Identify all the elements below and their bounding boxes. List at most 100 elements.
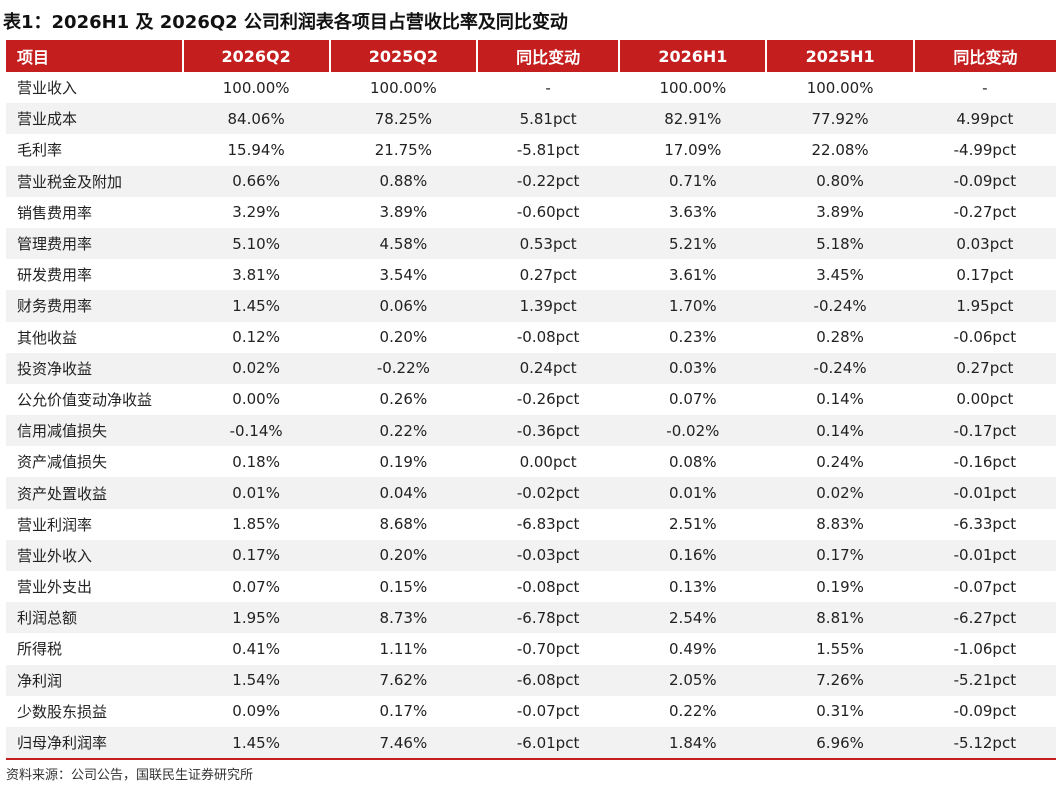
- row-label: 少数股东损益: [17, 702, 108, 721]
- cell-yoy-h1: -0.01pct: [913, 477, 1056, 509]
- cell-2025h1: 8.83%: [816, 515, 864, 534]
- row-label: 资产减值损失: [17, 453, 108, 472]
- cell-yoy-h1: -0.17pct: [913, 415, 1056, 447]
- row-label: 其他收益: [17, 328, 78, 347]
- table-row: 资产处置收益 0.01% 0.04% -0.02pct 0.01% 0.02% -0.01p…: [6, 477, 1056, 509]
- row-label: 公允价值变动净收益: [17, 390, 153, 409]
- table-row: 营业收入 100.00% 100.00% - 100.00% 100.00% -: [6, 72, 1056, 103]
- row-label: 归母净利润率: [6, 726, 183, 761]
- cell-2025q2: 0.04%: [329, 477, 477, 509]
- table-title: 表1：2026H1 及 2026Q2 公司利润表各项目占营收比率及同比变动: [3, 12, 568, 33]
- cell-yoy-h1: -6.33pct: [953, 515, 1017, 534]
- cell-2025h1: 8.81%: [766, 602, 914, 634]
- cell-2026h1: 0.22%: [669, 702, 717, 721]
- header-yoy-h1: 同比变动: [913, 40, 1056, 72]
- table-row: 信用减值损失 -0.14% 0.22% -0.36pct -0.02% 0.14% -0.1…: [6, 415, 1056, 447]
- row-label: 营业外支出: [17, 578, 93, 597]
- cell-2026q2: -0.14%: [182, 415, 330, 447]
- row-label: 营业成本: [6, 103, 183, 135]
- row-label: 利润总额: [6, 602, 183, 634]
- cell-2026q2: 0.17%: [182, 539, 330, 571]
- cell-yoy-q2: -5.81pct: [516, 140, 580, 159]
- cell-2025h1: 0.19%: [816, 577, 864, 596]
- cell-2026q2: 0.07%: [232, 577, 280, 596]
- cell-2025q2: 0.88%: [329, 165, 477, 197]
- table-row: 销售费用率 3.29% 3.89% -0.60pct 3.63% 3.89% -0.27pc…: [6, 197, 1056, 228]
- table-row: 其他收益 0.12% 0.20% -0.08pct 0.23% 0.28% -0.06pct: [6, 322, 1056, 353]
- cell-yoy-h1: -5.12pct: [913, 726, 1056, 761]
- cell-2025h1: 7.26%: [766, 664, 914, 696]
- source-note: 资料来源：公司公告，国联民生证券研究所: [6, 768, 254, 783]
- cell-2026q2: 0.09%: [232, 702, 280, 721]
- cell-2025h1: 0.28%: [816, 328, 864, 347]
- cell-2025q2: 4.58%: [329, 227, 477, 260]
- cell-yoy-h1: -0.09pct: [913, 165, 1056, 197]
- cell-2025q2: 0.22%: [329, 415, 477, 447]
- cell-2026q2: 1.95%: [182, 602, 330, 634]
- cell-2025h1: 0.31%: [816, 702, 864, 721]
- cell-yoy-h1: -5.21pct: [913, 664, 1056, 696]
- cell-2025q2: 78.25%: [329, 103, 477, 135]
- row-label: 毛利率: [17, 141, 63, 160]
- cell-2025q2: 100.00%: [370, 78, 437, 97]
- cell-2026q2: 0.01%: [182, 477, 330, 509]
- cell-yoy-q2: 0.24pct: [477, 352, 620, 384]
- cell-2025h1: 3.89%: [816, 203, 864, 222]
- cell-yoy-q2: 0.53pct: [477, 227, 620, 260]
- table-row: 营业成本 84.06% 78.25% 5.81pct 82.91% 77.92% 4.99p…: [6, 103, 1056, 135]
- cell-2025h1: 0.14%: [766, 415, 914, 447]
- row-label: 所得税: [17, 640, 63, 659]
- cell-2025q2: -0.22%: [329, 352, 477, 384]
- cell-yoy-q2: -0.02pct: [477, 477, 620, 509]
- table-row: 利润总额 1.95% 8.73% -6.78pct 2.54% 8.81% -6.27pct: [6, 602, 1056, 634]
- cell-2025q2: 21.75%: [374, 140, 432, 159]
- cell-2026h1: 17.09%: [664, 140, 722, 159]
- header-2025h1: 2025H1: [766, 40, 915, 72]
- cell-yoy-q2: -0.26pct: [516, 390, 580, 409]
- cell-yoy-h1: -1.06pct: [953, 639, 1017, 658]
- cell-yoy-h1: 4.99pct: [913, 103, 1056, 135]
- cell-2026q2: 0.12%: [232, 328, 280, 347]
- cell-yoy-q2: -0.60pct: [516, 203, 580, 222]
- cell-2026h1: 0.71%: [619, 165, 767, 197]
- cell-yoy-h1: -4.99pct: [953, 140, 1017, 159]
- cell-2025q2: 0.06%: [329, 290, 477, 322]
- cell-2026h1: 3.63%: [669, 203, 717, 222]
- header-row: 项目 2026Q2 2025Q2 同比变动 2026H1 2025H1 同比变动: [6, 40, 1056, 72]
- table-row: 研发费用率 3.81% 3.54% 0.27pct 3.61% 3.45% 0.17pct: [6, 259, 1056, 290]
- cell-2025h1: 22.08%: [811, 140, 869, 159]
- cell-2026h1: 100.00%: [659, 78, 727, 97]
- cell-yoy-q2: -0.36pct: [477, 415, 620, 447]
- table-row: 营业外收入 0.17% 0.20% -0.03pct 0.16% 0.17% -0.01pc…: [6, 539, 1056, 571]
- cell-2026h1: 3.61%: [669, 265, 717, 284]
- table-row: 所得税 0.41% 1.11% -0.70pct 0.49% 1.55% -1.06pct: [6, 633, 1056, 664]
- cell-2025q2: 1.11%: [379, 639, 428, 658]
- cell-2026q2: 1.45%: [182, 290, 330, 322]
- cell-yoy-q2: -0.70pct: [516, 639, 580, 658]
- cell-2026h1: 82.91%: [619, 103, 767, 135]
- table-row: 财务费用率 1.45% 0.06% 1.39pct 1.70% -0.24% 1.95pct: [6, 290, 1056, 322]
- cell-yoy-q2: -0.03pct: [477, 539, 620, 571]
- income-statement-table: 项目 2026Q2 2025Q2 同比变动 2026H1 2025H1 同比变动…: [6, 40, 1056, 761]
- cell-yoy-h1: -: [982, 78, 988, 97]
- cell-2025q2: 0.20%: [329, 539, 477, 571]
- cell-2026q2: 0.02%: [182, 352, 330, 384]
- cell-2026h1: 0.08%: [669, 452, 717, 471]
- cell-yoy-q2: -0.22pct: [477, 165, 620, 197]
- row-label: 营业收入: [17, 79, 78, 98]
- row-label: 信用减值损失: [6, 415, 183, 447]
- table-row: 资产减值损失 0.18% 0.19% 0.00pct 0.08% 0.24% -0.16pc…: [6, 446, 1056, 477]
- cell-2026q2: 3.81%: [232, 265, 280, 284]
- cell-2025q2: 0.19%: [379, 452, 428, 471]
- cell-2025h1: 0.17%: [766, 539, 914, 571]
- cell-2026h1: 1.84%: [619, 726, 767, 761]
- cell-2025q2: 7.46%: [329, 726, 477, 761]
- table-row: 归母净利润率 1.45% 7.46% -6.01pct 1.84% 6.96% -5.12p…: [6, 726, 1056, 761]
- cell-2026q2: 3.29%: [232, 203, 280, 222]
- cell-2026h1: 2.54%: [619, 602, 767, 634]
- row-label: 资产处置收益: [6, 477, 183, 509]
- cell-2025h1: 0.02%: [766, 477, 914, 509]
- cell-yoy-q2: 5.81pct: [477, 103, 620, 135]
- cell-2026q2: 1.85%: [232, 515, 280, 534]
- cell-2026q2: 0.66%: [182, 165, 330, 197]
